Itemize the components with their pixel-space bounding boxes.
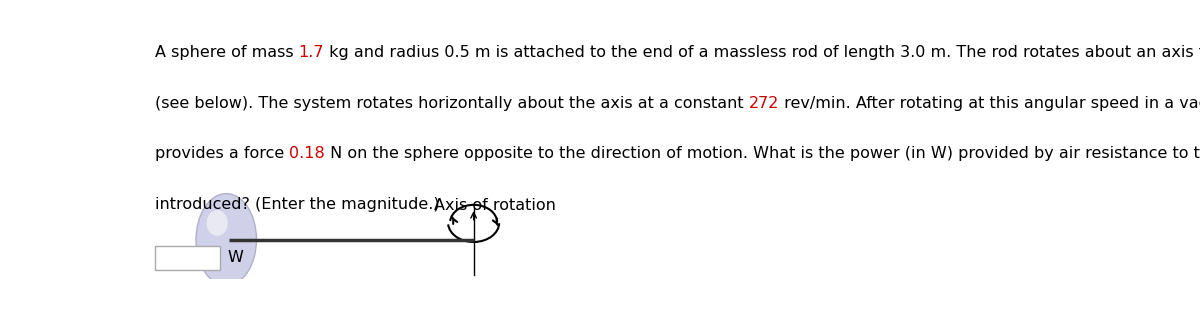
FancyBboxPatch shape — [155, 246, 220, 270]
Text: A sphere of mass: A sphere of mass — [155, 45, 299, 60]
Text: provides a force: provides a force — [155, 146, 289, 161]
Text: Axis of rotation: Axis of rotation — [433, 198, 556, 214]
Text: kg and radius 0.5 m is attached to the end of a massless rod of length 3.0 m. Th: kg and radius 0.5 m is attached to the e… — [324, 45, 1200, 60]
Text: 272: 272 — [749, 96, 779, 111]
Text: rev/min. After rotating at this angular speed in a vacuum, air resistance is int: rev/min. After rotating at this angular … — [779, 96, 1200, 111]
Text: W: W — [227, 250, 244, 265]
Text: (see below). The system rotates horizontally about the axis at a constant: (see below). The system rotates horizont… — [155, 96, 749, 111]
Text: N on the sphere opposite to the direction of motion. What is the power (in W) pr: N on the sphere opposite to the directio… — [325, 146, 1200, 161]
Text: 1.7: 1.7 — [299, 45, 324, 60]
Ellipse shape — [206, 210, 228, 236]
Text: introduced? (Enter the magnitude.): introduced? (Enter the magnitude.) — [155, 197, 439, 212]
Text: 0.18: 0.18 — [289, 146, 325, 161]
Ellipse shape — [196, 194, 257, 285]
